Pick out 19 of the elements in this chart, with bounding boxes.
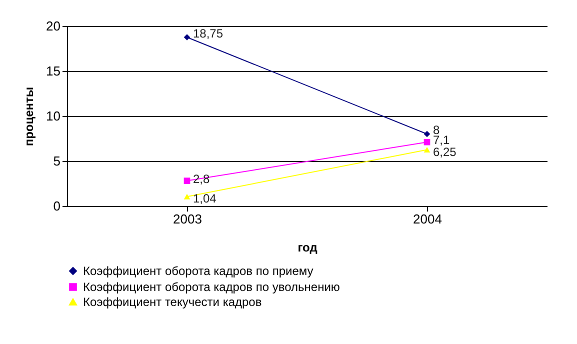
- y-tick-label: 5: [53, 154, 60, 168]
- x-tick-label: 2003: [173, 212, 202, 226]
- legend-label: Коэффициент оборота кадров по увольнению: [83, 280, 340, 294]
- data-label: 6,25: [433, 144, 457, 159]
- y-tick-label: 0: [53, 198, 60, 214]
- data-label: 18,75: [193, 26, 224, 40]
- point: [424, 138, 430, 146]
- point: [184, 34, 190, 40]
- legend-label: Коэффициент оборота кадров по приему: [83, 264, 314, 278]
- point: [424, 130, 430, 138]
- y-axis-title: проценты: [22, 86, 36, 146]
- legend-label: Коэффициент текучести кадров: [83, 295, 262, 309]
- y-tick-label: 15: [46, 64, 60, 78]
- x-axis-title: год: [298, 240, 318, 254]
- point: [184, 178, 190, 184]
- y-tick-label: 20: [46, 18, 60, 34]
- data-label: 1,04: [193, 192, 217, 206]
- x-tick-label: 2004: [413, 212, 442, 226]
- y-tick-label: 10: [46, 108, 60, 124]
